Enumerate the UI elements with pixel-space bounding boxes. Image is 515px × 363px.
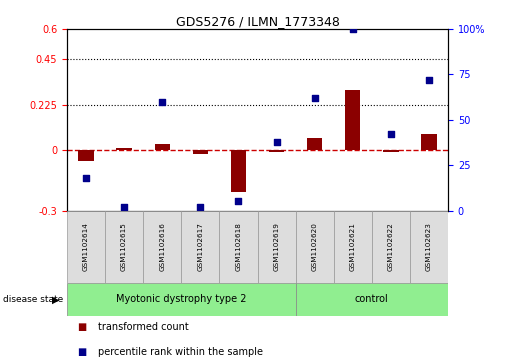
Point (425, 77, 433, 83)
Text: GSM1102622: GSM1102622 (388, 223, 394, 271)
Bar (105, 211, 143, 283)
Bar (269, 150, 284, 152)
Point (234, 199, 243, 204)
Text: transformed count: transformed count (98, 322, 188, 332)
Text: GSM1102623: GSM1102623 (426, 223, 432, 271)
Text: GSM1102621: GSM1102621 (350, 223, 356, 271)
Bar (154, 144, 170, 150)
Text: GSM1102616: GSM1102616 (159, 223, 165, 271)
Text: ▶: ▶ (52, 294, 59, 305)
Bar (421, 134, 437, 150)
Text: GSM1102619: GSM1102619 (273, 223, 280, 271)
Bar (372, 211, 410, 283)
Title: GDS5276 / ILMN_1773348: GDS5276 / ILMN_1773348 (176, 15, 339, 28)
Bar (181, 211, 219, 283)
Text: GSM1102618: GSM1102618 (235, 223, 242, 271)
Point (349, 26, 357, 32)
Text: disease state: disease state (3, 295, 63, 304)
Bar (67, 283, 296, 316)
Bar (231, 150, 246, 192)
Bar (334, 211, 372, 283)
Text: ■: ■ (77, 322, 87, 332)
Bar (116, 148, 132, 150)
Text: ■: ■ (77, 347, 87, 357)
Text: percentile rank within the sample: percentile rank within the sample (98, 347, 263, 357)
Point (158, 99, 166, 105)
Text: control: control (355, 294, 389, 305)
Bar (307, 138, 322, 150)
Bar (296, 211, 334, 283)
Text: GSM1102614: GSM1102614 (83, 223, 89, 271)
Point (387, 131, 395, 137)
Bar (143, 211, 181, 283)
Point (120, 204, 128, 210)
Bar (67, 211, 105, 283)
Point (311, 95, 319, 101)
Bar (345, 90, 360, 150)
Text: GSM1102620: GSM1102620 (312, 223, 318, 271)
Text: GSM1102617: GSM1102617 (197, 223, 203, 271)
Point (196, 204, 204, 210)
Text: GSM1102615: GSM1102615 (121, 223, 127, 271)
Point (82, 175, 90, 181)
Bar (410, 211, 448, 283)
Text: Myotonic dystrophy type 2: Myotonic dystrophy type 2 (116, 294, 247, 305)
Bar (219, 211, 258, 283)
Bar (258, 211, 296, 283)
Bar (78, 150, 94, 161)
Bar (193, 150, 208, 154)
Bar (296, 283, 448, 316)
Point (272, 139, 281, 144)
Bar (383, 150, 399, 152)
